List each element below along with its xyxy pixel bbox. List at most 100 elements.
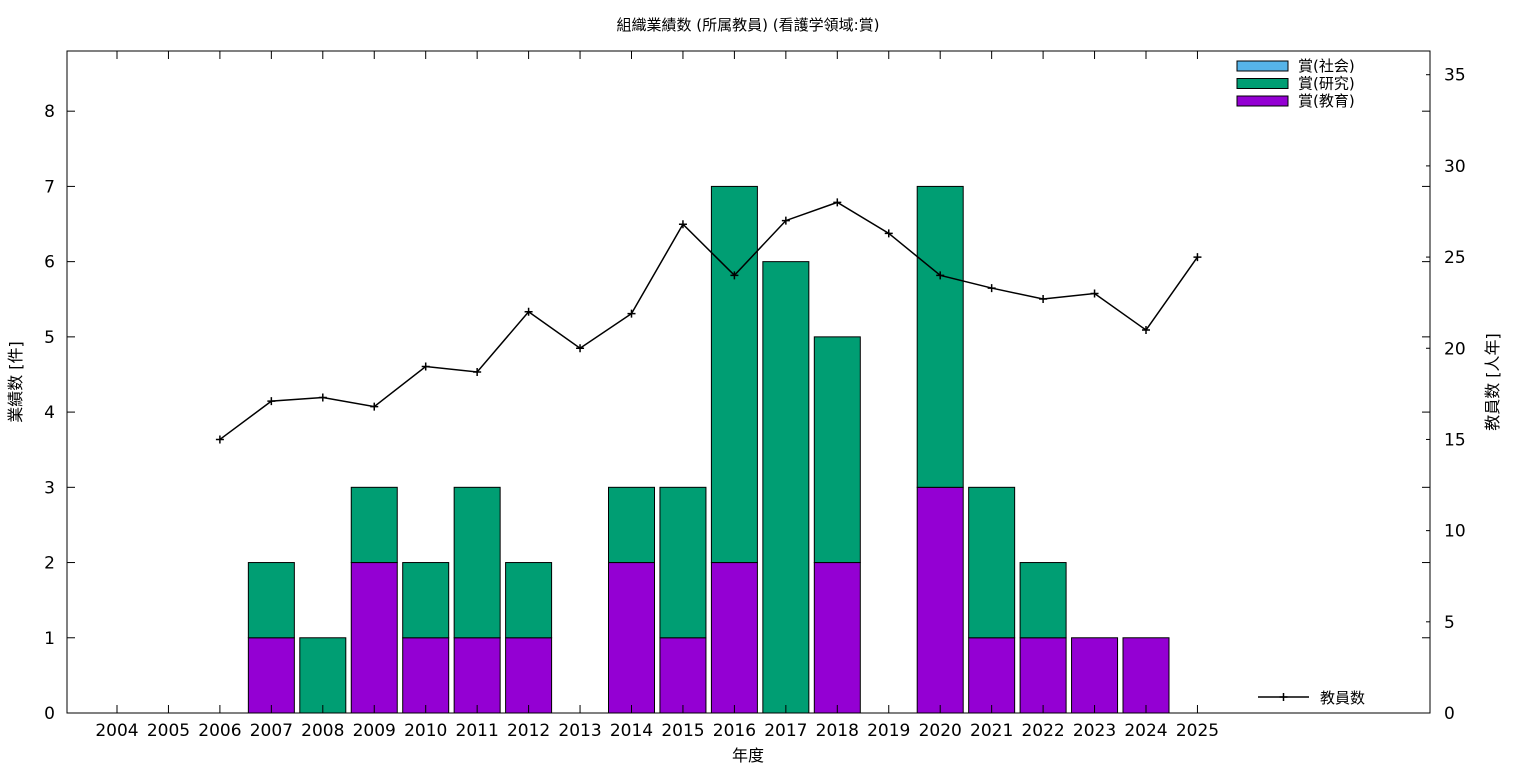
x-tick-label: 2004 <box>95 721 138 741</box>
legend-swatch-0 <box>1236 60 1289 72</box>
bar-2023-series-0 <box>1071 637 1119 714</box>
x-tick-label: 2020 <box>919 721 962 741</box>
x-tick-label: 2017 <box>764 721 807 741</box>
x-tick-label: 2008 <box>301 721 344 741</box>
legend-line-label: 教員数 <box>1320 689 1365 707</box>
x-tick-label: 2016 <box>713 721 756 741</box>
staff-count-point-2008 <box>318 393 327 402</box>
staff-count-point-2010 <box>421 362 430 371</box>
y-tick-label: 4 <box>44 403 55 423</box>
legend-swatch-1 <box>1236 78 1289 89</box>
bar-2010-series-1 <box>402 562 450 639</box>
x-tick-label: 2015 <box>661 721 704 741</box>
bar-2022-series-1 <box>1019 562 1067 639</box>
legend-label-0: 賞(社会) <box>1298 57 1355 75</box>
y2-tick-label: 35 <box>1444 66 1466 86</box>
staff-count-point-2020 <box>936 271 945 280</box>
axes-layer: 0 1 2 3 4 5 6 7 8 0 5 10 15 20 25 30 35 2004 2005 2006 2007 2… <box>44 51 1466 741</box>
bar-2021-series-0 <box>968 637 1016 714</box>
y-tick-label: 3 <box>44 478 55 498</box>
bar-2008-series-1 <box>299 637 347 714</box>
staff-count-point-2006 <box>215 435 224 444</box>
bar-2009-series-0 <box>350 562 398 714</box>
legend: 賞(社会)賞(研究)賞(教育) 教員数 <box>1236 57 1365 707</box>
y-tick-label: 6 <box>44 253 55 273</box>
x-tick-label: 2012 <box>507 721 550 741</box>
staff-count-point-2023 <box>1090 289 1099 298</box>
x-tick-label: 2011 <box>456 721 499 741</box>
staff-count-point-2025 <box>1193 253 1202 262</box>
legend-label-2: 賞(教育) <box>1298 92 1355 110</box>
bars-layer <box>247 185 1170 714</box>
staff-count-point-2016 <box>730 271 739 280</box>
bar-2016-series-1 <box>710 185 758 564</box>
legend-label-1: 賞(研究) <box>1298 75 1355 93</box>
chart-title: 組織業績数 (所属教員) (看護学領域:賞) <box>617 16 880 34</box>
x-tick-label: 2009 <box>353 721 396 741</box>
x-tick-label: 2024 <box>1124 721 1167 741</box>
bar-2021-series-1 <box>968 486 1016 639</box>
legend-line-marker <box>1279 693 1288 701</box>
plot-frame <box>66 50 1431 714</box>
y-tick-label: 5 <box>44 328 55 348</box>
bar-2007-series-0 <box>247 637 295 714</box>
staff-count-point-2019 <box>884 229 893 238</box>
staff-count-point-2007 <box>267 397 276 406</box>
bar-2011-series-1 <box>453 486 501 639</box>
bar-2024-series-0 <box>1122 637 1170 714</box>
y2-tick-label: 5 <box>1444 613 1455 633</box>
x-tick-label: 2007 <box>250 721 293 741</box>
staff-count-point-2009 <box>370 402 379 411</box>
bar-2009-series-1 <box>350 486 398 564</box>
x-tick-label: 2006 <box>198 721 241 741</box>
bar-2018-series-1 <box>813 336 861 564</box>
staff-count-point-2017 <box>781 216 790 225</box>
legend-swatch-2 <box>1236 95 1289 107</box>
staff-count-point-2013 <box>576 344 585 353</box>
staff-count-point-2011 <box>473 367 482 376</box>
staff-count-point-2021 <box>987 284 996 293</box>
y2-tick-label: 10 <box>1444 522 1466 542</box>
bar-2011-series-0 <box>453 637 501 714</box>
y2-tick-label: 15 <box>1444 430 1466 450</box>
bar-2015-series-1 <box>659 486 707 639</box>
y-tick-label: 7 <box>44 177 55 197</box>
y2-tick-label: 30 <box>1444 157 1466 177</box>
bar-2014-series-1 <box>608 486 655 564</box>
y2-tick-label: 0 <box>1444 704 1455 724</box>
x-axis-label: 年度 <box>732 746 764 765</box>
y2-axis-label: 教員数 [人年] <box>1483 333 1502 431</box>
bar-2007-series-1 <box>247 562 295 639</box>
line-layer <box>215 198 1202 444</box>
staff-count-point-2024 <box>1142 326 1150 335</box>
bar-2010-series-0 <box>402 637 450 714</box>
bar-2020-series-1 <box>916 185 964 488</box>
bar-2022-series-0 <box>1019 637 1067 714</box>
staff-count-line <box>219 201 1199 441</box>
x-tick-label: 2018 <box>816 721 859 741</box>
staff-count-point-2012 <box>524 307 533 316</box>
staff-count-point-2014 <box>627 309 636 318</box>
y-tick-label: 0 <box>44 704 55 724</box>
x-tick-label: 2005 <box>147 721 190 741</box>
x-tick-label: 2019 <box>867 721 910 741</box>
x-tick-label: 2023 <box>1073 721 1116 741</box>
y-axis-label: 業績数 [件] <box>6 341 25 423</box>
y2-tick-label: 25 <box>1444 248 1466 268</box>
bar-2016-series-0 <box>710 562 758 714</box>
staff-count-point-2018 <box>833 198 842 207</box>
staff-count-point-2015 <box>678 220 687 229</box>
bar-2018-series-0 <box>813 562 861 714</box>
bar-2012-series-0 <box>505 637 553 714</box>
bar-2020-series-0 <box>916 486 964 714</box>
y-tick-label: 1 <box>44 629 55 649</box>
y2-tick-label: 20 <box>1444 339 1466 359</box>
bar-2012-series-1 <box>505 562 553 639</box>
y-tick-label: 2 <box>44 554 55 574</box>
x-tick-label: 2014 <box>610 721 653 741</box>
x-tick-label: 2021 <box>970 721 1013 741</box>
y-tick-label: 8 <box>44 102 55 122</box>
x-tick-label: 2013 <box>558 721 601 741</box>
staff-count-point-2022 <box>1039 295 1048 304</box>
